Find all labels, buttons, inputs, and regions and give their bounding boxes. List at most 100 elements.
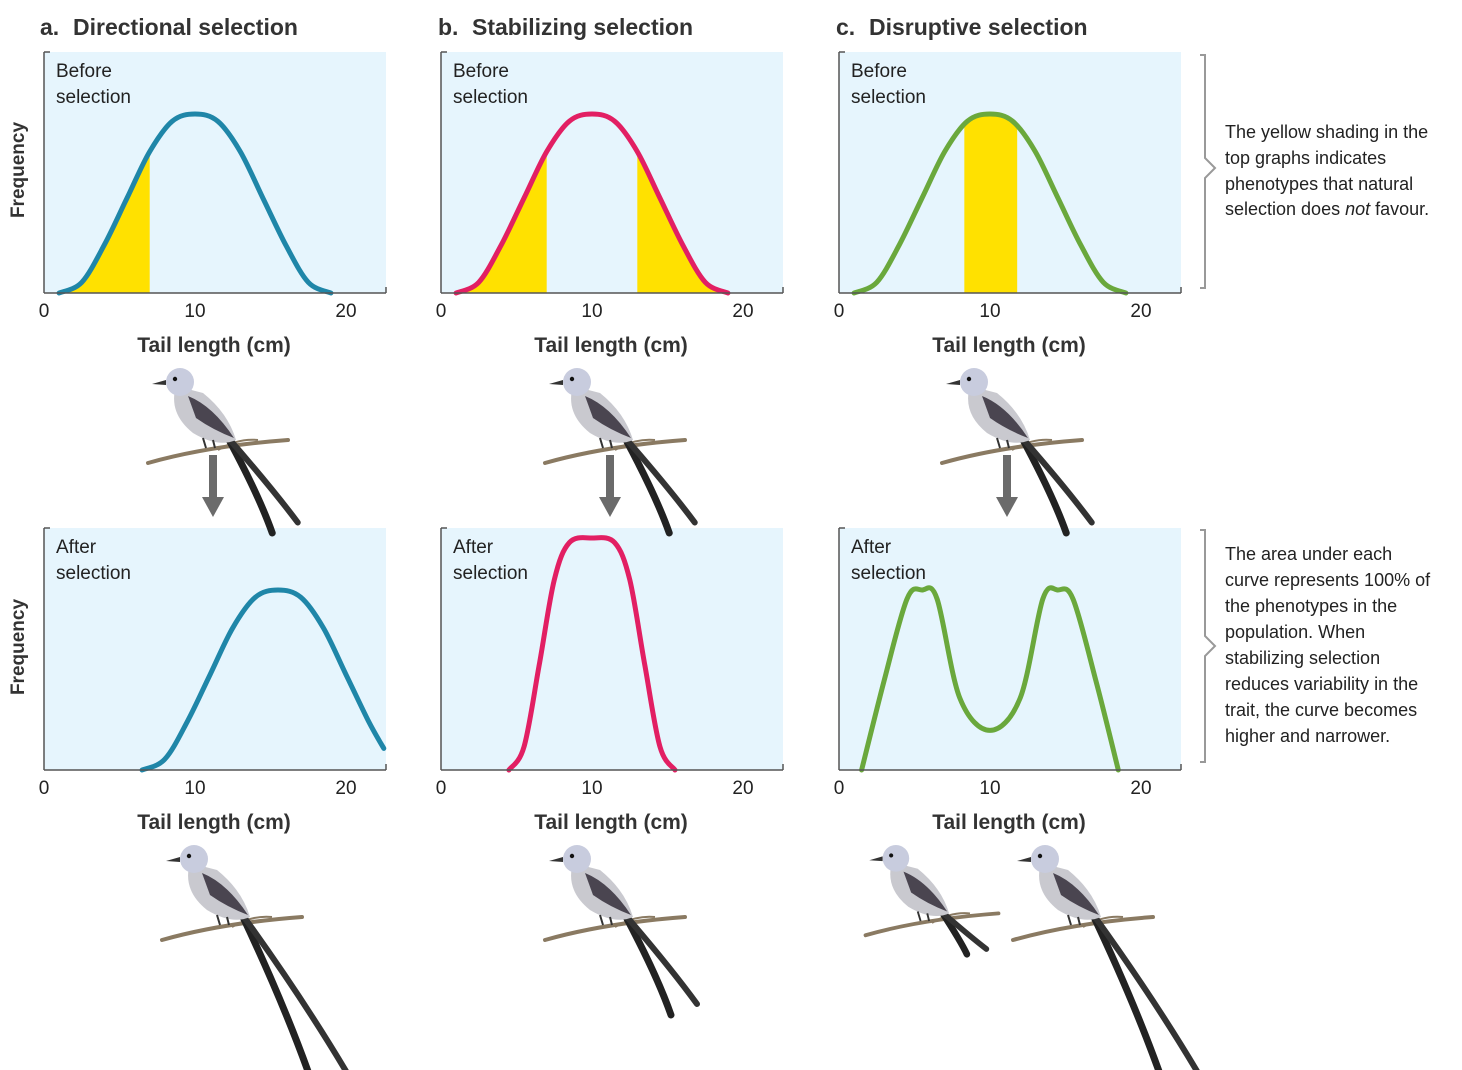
tick-label: 0 <box>39 778 50 799</box>
bird-after-a <box>160 845 349 1070</box>
y-axis-title-bottom: Frequency <box>8 599 29 696</box>
column-title: Stabilizing selection <box>472 14 693 40</box>
bird-head <box>166 368 194 396</box>
bird-after-c-long <box>1011 845 1200 1070</box>
panel-background <box>44 528 386 770</box>
bird-feet <box>996 437 1010 449</box>
bird-beak <box>549 380 563 385</box>
column-letter: b. <box>438 14 458 40</box>
chart-panel-a-before: 0 10 20 Tail length (cm) Before selection <box>39 51 387 357</box>
bird-wing <box>202 873 248 915</box>
bird-eye <box>569 376 575 382</box>
bird-beak <box>549 857 563 862</box>
y-axis-title-top: Frequency <box>8 122 29 219</box>
bird-head <box>960 368 988 396</box>
chart-panel-c-after: 0 10 20 Tail length (cm) After selection <box>834 527 1182 834</box>
selection-arrow-a <box>202 455 224 517</box>
panel-label-line: After <box>851 537 892 558</box>
tail-feather <box>227 437 301 526</box>
panel-background <box>441 528 783 770</box>
note-line: The area under each <box>1225 544 1392 564</box>
x-axis-title: Tail length (cm) <box>137 811 291 834</box>
note-emphasis: not <box>1345 199 1371 219</box>
column-title-b: b. Stabilizing selection <box>438 14 693 40</box>
twig <box>231 915 273 928</box>
tick-label: 10 <box>184 301 205 322</box>
note-line-last: selection does not favour. <box>1225 199 1429 219</box>
tick-label: 10 <box>979 778 1000 799</box>
twig <box>614 915 656 928</box>
panel-label-line: After <box>453 537 494 558</box>
chart-panel-b-after: 0 10 20 Tail length (cm) After selection <box>436 527 784 834</box>
bird-illustrations <box>146 368 1200 1070</box>
bird-eye <box>1037 853 1043 859</box>
bird-beak <box>869 856 883 862</box>
arrow-shaft <box>606 455 614 499</box>
branch <box>1011 915 1155 942</box>
tick-label: 20 <box>1130 301 1151 322</box>
branch <box>940 438 1084 465</box>
distribution-curve <box>453 111 731 296</box>
column-title-a: a. Directional selection <box>40 14 298 40</box>
column-letter: a. <box>40 14 59 40</box>
note-line: The yellow shading in the <box>1225 122 1428 142</box>
panel-label-line: selection <box>453 563 528 584</box>
bird-before-b <box>543 368 698 537</box>
bird-eye <box>172 376 178 382</box>
note-line: trait, the curve becomes <box>1225 700 1417 720</box>
note-line: curve represents 100% of <box>1225 570 1431 590</box>
panel-background <box>839 528 1181 770</box>
panel-label-line: Before <box>851 61 907 82</box>
tick-label: 20 <box>732 301 753 322</box>
selection-arrow-c <box>996 455 1018 517</box>
note-line: the phenotypes in the <box>1225 596 1397 616</box>
bird-wing <box>188 396 234 438</box>
bird-feet <box>916 911 931 922</box>
arrow-head <box>599 497 621 517</box>
branch <box>543 438 687 465</box>
column-title: Disruptive selection <box>869 14 1088 40</box>
selection-arrow-b <box>599 455 621 517</box>
chart-panel-a-after: 0 10 20 Tail length (cm) After selection <box>39 527 387 834</box>
bird-feet <box>1067 914 1081 926</box>
tail-feather <box>1021 437 1095 526</box>
bird-head <box>563 368 591 396</box>
bird-wing <box>1053 873 1099 915</box>
panel-label-line: selection <box>56 87 131 108</box>
note-text: selection does <box>1225 199 1345 219</box>
note-top: The yellow shading in the top graphs ind… <box>1200 54 1429 289</box>
tick-label: 0 <box>436 778 447 799</box>
tail-feather <box>1018 434 1070 537</box>
tail-feather <box>224 434 276 537</box>
note-line: top graphs indicates <box>1225 148 1386 168</box>
tick-label: 10 <box>581 778 602 799</box>
bird-before-c <box>940 368 1095 537</box>
bird-before-a <box>146 368 301 537</box>
arrow-head <box>202 497 224 517</box>
tick-label: 0 <box>834 301 845 322</box>
bird-eye <box>966 376 972 382</box>
arrow-head <box>996 497 1018 517</box>
tail-feather <box>238 911 312 1070</box>
distribution-curve <box>139 587 387 773</box>
tail-feather <box>940 910 990 952</box>
note-bracket <box>1200 529 1217 763</box>
panel-label-line: selection <box>851 563 926 584</box>
branch <box>146 438 290 465</box>
bird-head <box>180 845 208 873</box>
x-axis-title: Tail length (cm) <box>932 334 1086 357</box>
shaded-region-1 <box>964 114 1018 293</box>
distribution-curve <box>506 535 678 773</box>
tick-label: 0 <box>834 778 845 799</box>
chart-panel-c-before: 0 10 20 Tail length (cm) Before selection <box>834 51 1182 357</box>
bird-feet <box>202 437 216 449</box>
tick-label: 20 <box>335 778 356 799</box>
note-bracket <box>1200 54 1217 289</box>
bird-beak <box>166 857 180 862</box>
bird-eye <box>186 853 192 859</box>
column-title-c: c. Disruptive selection <box>836 14 1088 40</box>
tick-label: 10 <box>184 778 205 799</box>
distribution-curve <box>56 111 334 296</box>
tick-label: 10 <box>979 301 1000 322</box>
